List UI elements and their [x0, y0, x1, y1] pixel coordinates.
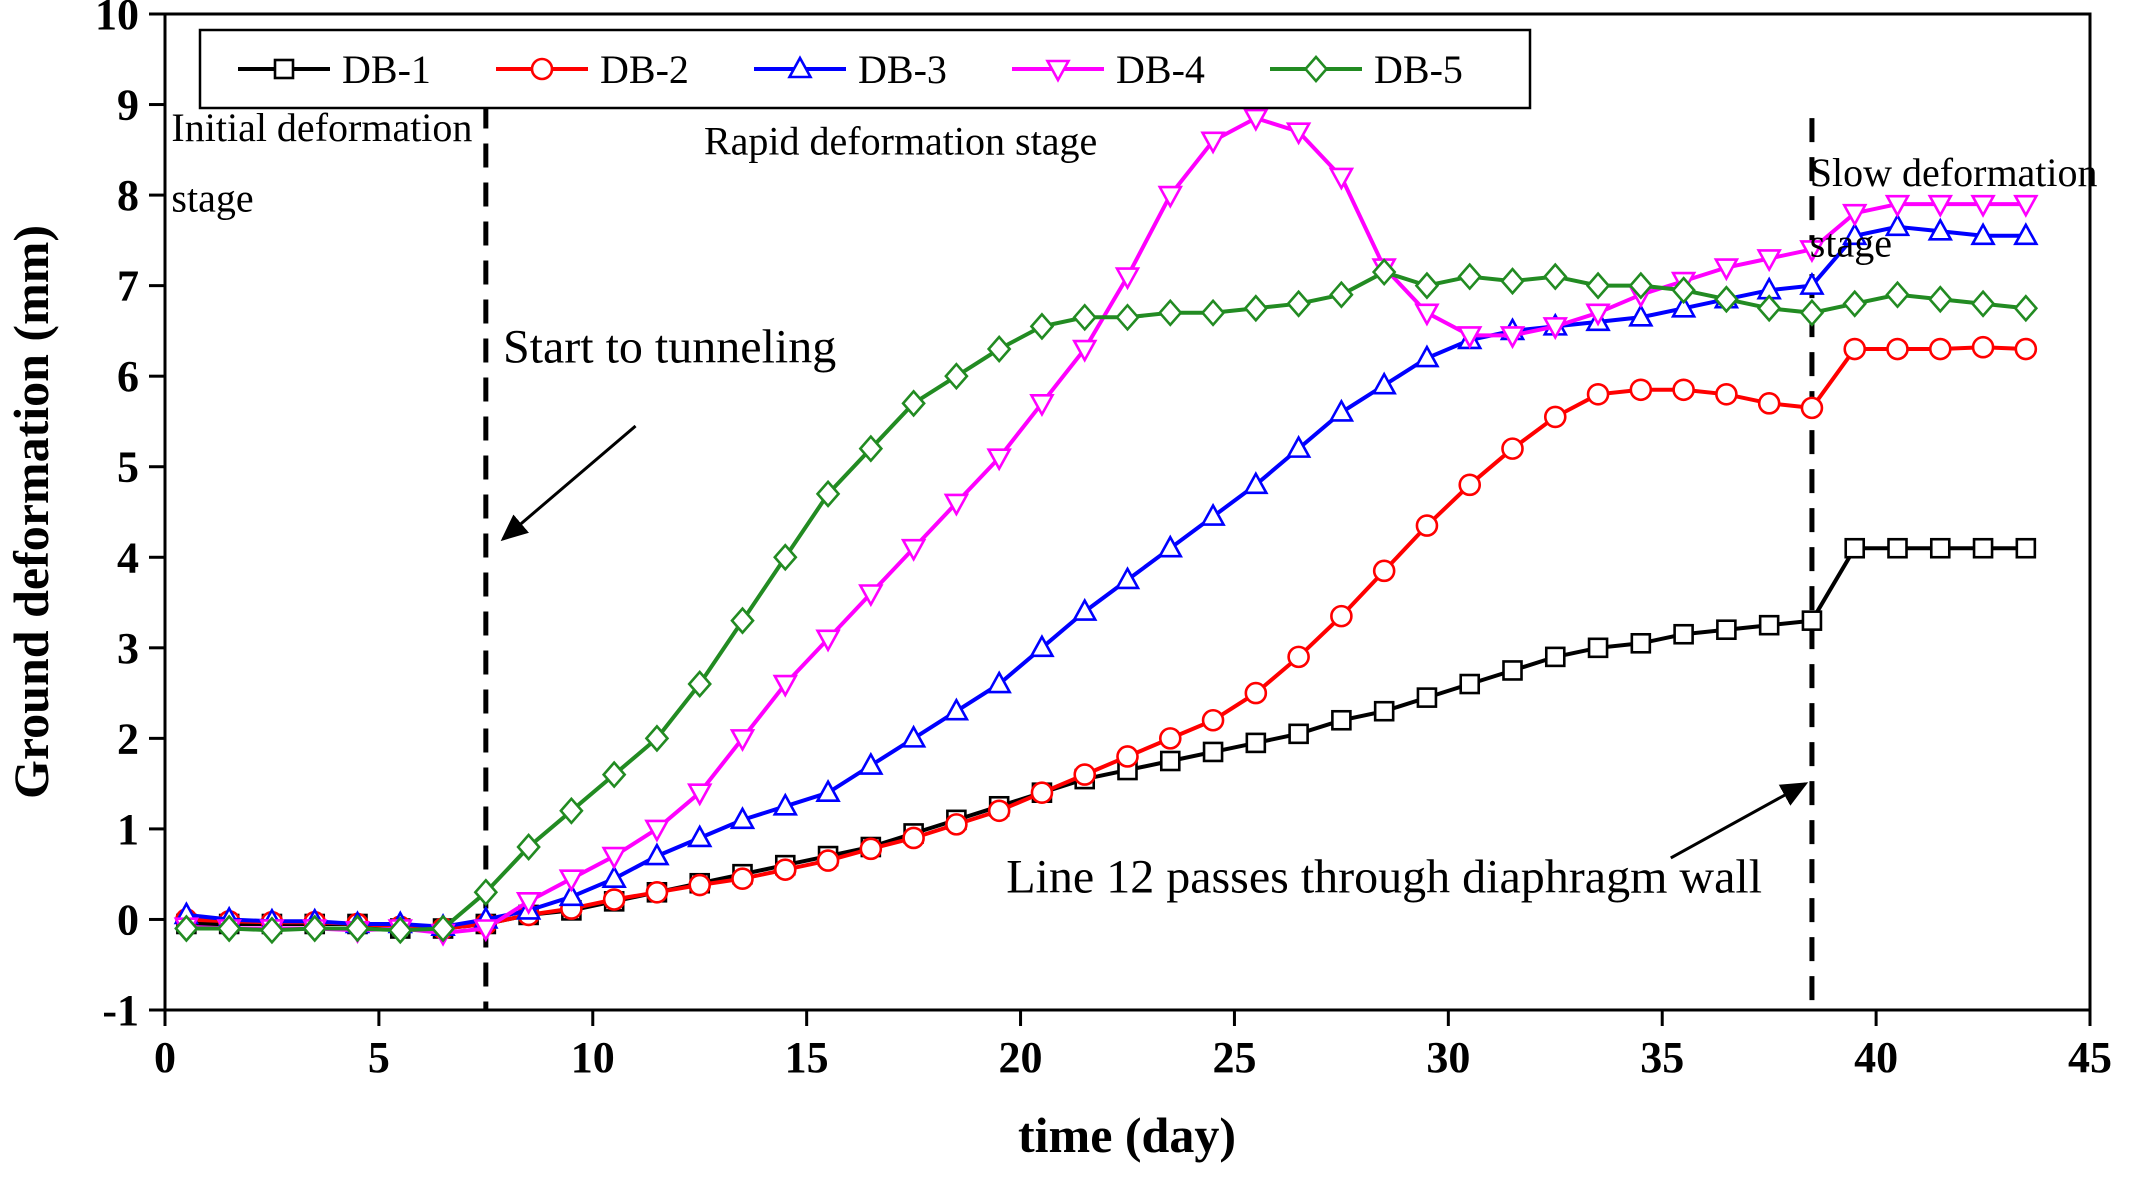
y-tick-label: 10	[95, 0, 139, 39]
legend-label: DB-4	[1116, 47, 1205, 92]
x-tick-label: 5	[368, 1033, 390, 1082]
x-tick-label: 45	[2068, 1033, 2112, 1082]
series-DB-3	[173, 213, 2039, 936]
y-tick-label: 1	[117, 805, 139, 854]
plot-area: 0 5 10 15 20 25 30 35 40 45-1012345678910Initial …	[95, 0, 2112, 1082]
annotation-text: stage	[1810, 221, 1892, 266]
annotation-text: Slow deformation	[1810, 150, 2098, 195]
legend-entry-DB-1: DB-1	[238, 47, 431, 92]
y-tick-label: 0	[117, 895, 139, 944]
y-tick-label: 4	[117, 533, 139, 582]
x-tick-label: 20	[999, 1033, 1043, 1082]
y-tick-label: 8	[117, 171, 139, 220]
y-tick-label: 2	[117, 714, 139, 763]
legend-entry-DB-4: DB-4	[1012, 47, 1205, 92]
legend-label: DB-2	[600, 47, 689, 92]
x-tick-label: 40	[1854, 1033, 1898, 1082]
y-tick-label: 7	[117, 262, 139, 311]
legend-entry-DB-5: DB-5	[1270, 47, 1463, 92]
annotation-arrow	[500, 424, 637, 542]
x-tick-label: 30	[1426, 1033, 1470, 1082]
x-tick-label: 0	[154, 1033, 176, 1082]
legend-label: DB-5	[1374, 47, 1463, 92]
x-tick-label: 10	[571, 1033, 615, 1082]
y-tick-label: 9	[117, 81, 139, 130]
y-axis-title: Ground deformation (mm)	[3, 225, 59, 799]
x-tick-label: 15	[785, 1033, 829, 1082]
y-axis: -1 0 1 2 3 4 5 6 7 8 9 10	[95, 0, 165, 1035]
legend: DB-1 DB-2 DB-3 DB-4 DB-5	[198, 28, 1532, 110]
series-DB-2	[175, 335, 2038, 940]
x-tick-label: 35	[1640, 1033, 1684, 1082]
x-axis-title: time (day)	[1018, 1107, 1236, 1163]
y-tick-label: 3	[117, 624, 139, 673]
y-tick-label: -1	[102, 986, 139, 1035]
annotation-text: Initial deformation	[171, 105, 472, 150]
legend-entry-DB-2: DB-2	[496, 47, 689, 92]
legend-entry-DB-3: DB-3	[754, 47, 947, 92]
annotation-text: Rapid deformation stage	[704, 118, 1097, 163]
x-axis: 0 5 10 15 20 25 30 35 40 45	[154, 1010, 2112, 1082]
annotation-text: Line 12 passes through diaphragm wall	[1006, 850, 1762, 903]
plot-border	[163, 12, 2092, 1012]
legend-label: DB-3	[858, 47, 947, 92]
y-tick-label: 6	[117, 352, 139, 401]
legend-label: DB-1	[342, 47, 431, 92]
annotation-text: Start to tunneling	[503, 321, 836, 374]
series-DB-5	[174, 258, 2039, 945]
series-DB-4	[173, 108, 2039, 947]
annotation-text: stage	[171, 175, 253, 220]
y-tick-label: 5	[117, 443, 139, 492]
annotation-arrow	[1670, 782, 1809, 860]
x-tick-label: 25	[1212, 1033, 1256, 1082]
